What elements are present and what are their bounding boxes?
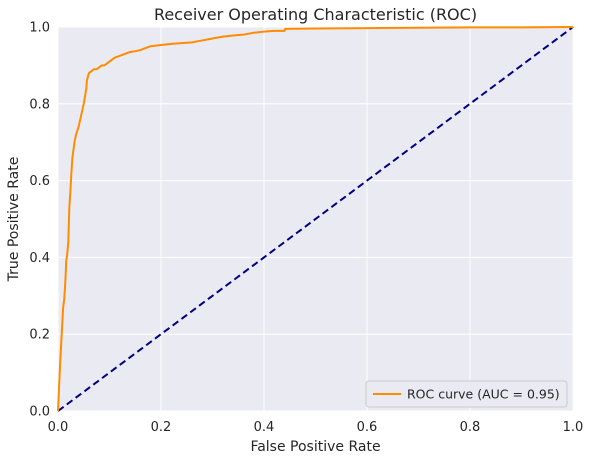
legend-box <box>365 380 568 408</box>
y-tick-label: 0.6 <box>29 174 50 189</box>
y-tick-label: 0.8 <box>29 97 50 112</box>
x-tick-label: 0.6 <box>357 420 378 435</box>
y-tick-label: 0.4 <box>29 251 50 266</box>
diagonal-reference-line <box>57 26 574 412</box>
x-tick-label: 0.2 <box>151 420 172 435</box>
legend: ROC curve (AUC = 0.95) <box>365 380 568 408</box>
chart-title: Receiver Operating Characteristic (ROC) <box>154 5 477 24</box>
grid <box>57 26 574 412</box>
roc-curve-line <box>57 26 574 412</box>
x-axis-label: False Positive Rate <box>250 439 380 455</box>
y-axis-label: True Positive Rate <box>6 157 22 283</box>
x-tick-label: 0.4 <box>254 420 275 435</box>
y-tick-label: 0.2 <box>29 328 50 343</box>
x-tick-label: 1.0 <box>563 420 584 435</box>
y-tick-label: 0.0 <box>29 405 50 420</box>
x-tick-label: 0.8 <box>460 420 481 435</box>
tick-labels: 0.0 0.2 0.4 0.6 0.8 1.0 0.0 0.2 0.4 0.6 0.8 1.0 <box>29 21 583 436</box>
legend-label-roc: ROC curve (AUC = 0.95) <box>407 387 560 402</box>
series-layer <box>57 26 574 412</box>
x-tick-label: 0.0 <box>48 420 69 435</box>
y-tick-label: 1.0 <box>29 21 50 36</box>
